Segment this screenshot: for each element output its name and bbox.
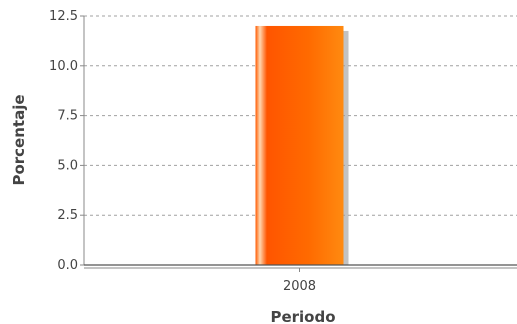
y-axis-title: Porcentaje — [10, 94, 28, 185]
y-tick-label: 2.5 — [57, 208, 78, 223]
y-ticks: 0.0 2.5 5.0 7.5 10.0 12.5 — [49, 9, 84, 273]
y-tick-label: 12.5 — [49, 9, 78, 24]
x-tick-label: 2008 — [283, 279, 316, 294]
bar-2008 — [255, 25, 344, 266]
y-tick-label: 10.0 — [49, 59, 78, 74]
x-axis-title: Periodo — [270, 308, 335, 324]
bars — [255, 25, 349, 266]
y-tick-label: 7.5 — [57, 109, 78, 124]
x-ticks: 2008 — [283, 268, 316, 294]
y-tick-label: 5.0 — [57, 158, 78, 173]
y-tick-label: 0.0 — [57, 258, 78, 273]
